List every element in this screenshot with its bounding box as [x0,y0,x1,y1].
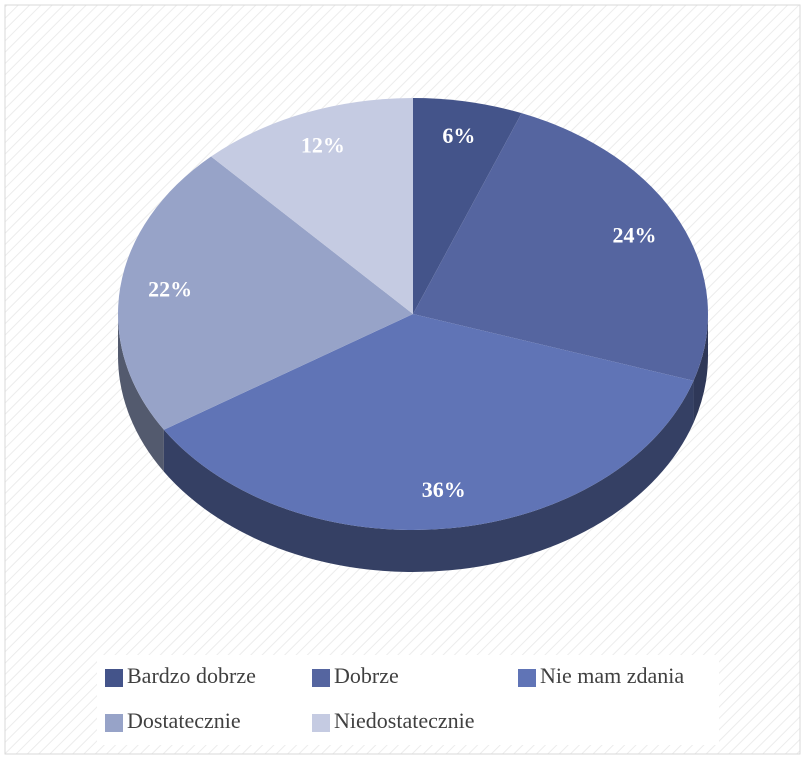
data-label: 36% [422,477,466,502]
pie-slice [211,98,413,314]
legend-label: Bardzo dobrze [127,663,256,688]
pie-slice-side [693,314,708,423]
legend: Bardzo dobrze Dobrze Nie mam zdania Dostate… [105,663,684,733]
data-label: 6% [442,123,475,148]
legend-label: Nie mam zdania [540,663,684,688]
pie-top [118,98,708,530]
pie-slice-side [163,380,694,572]
data-label: 24% [613,223,657,248]
data-label: 22% [148,277,192,302]
legend-label: Niedostatecznie [334,708,475,733]
legend-swatch [518,669,536,687]
pie-side [118,314,708,572]
legend-label: Dostatecznie [127,708,241,733]
legend-swatch [312,669,330,687]
pie-slice [413,98,522,314]
legend-swatch [105,714,123,732]
data-label: 12% [301,132,345,157]
legend-swatch [105,669,123,687]
pie-slice-side [118,314,164,472]
legend-label: Dobrze [334,663,399,688]
pie-slice [118,156,413,430]
pie-slice [413,113,708,381]
pie-slice [163,314,694,530]
data-labels: 6% 24% 36% 22% 12% [148,123,656,502]
legend-swatch [312,714,330,732]
legend-box [97,655,719,745]
